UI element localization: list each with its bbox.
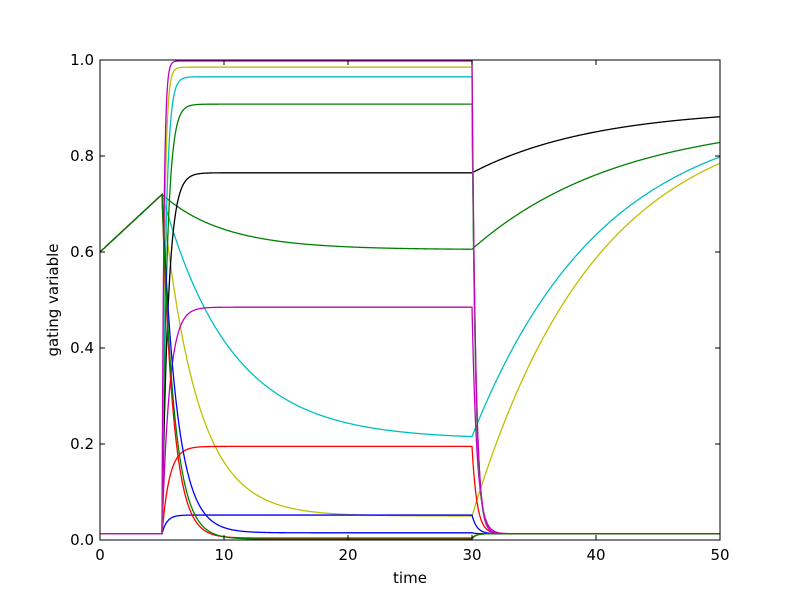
y-tick-label: 0.8 [70, 147, 94, 165]
axis-ticks: 0 10 20 30 40 50 0.0 0.2 0.4 0.6 0.8 1.0 [70, 51, 729, 564]
series-line-2 [99, 156, 721, 438]
x-tick-label: 10 [214, 546, 233, 564]
x-tick-label: 30 [462, 546, 481, 564]
y-tick-label: 1.0 [70, 51, 94, 69]
series-line-4 [100, 116, 721, 535]
plot-lines [99, 60, 721, 540]
y-tick-label: 0.0 [70, 531, 94, 549]
series-line-14 [99, 192, 720, 540]
x-tick-label: 50 [710, 546, 729, 564]
x-tick-label: 20 [338, 546, 357, 564]
x-tick-label: 40 [586, 546, 605, 564]
x-tick-label: 0 [95, 546, 105, 564]
y-tick-label: 0.6 [70, 243, 94, 261]
y-tick-label: 0.4 [70, 339, 94, 357]
series-line-3 [99, 162, 721, 517]
y-tick-label: 0.2 [70, 435, 94, 453]
x-axis-label: time [393, 569, 427, 587]
plot-frame [99, 59, 721, 541]
y-axis-label: gating variable [44, 243, 62, 356]
series-line-1 [99, 141, 721, 253]
